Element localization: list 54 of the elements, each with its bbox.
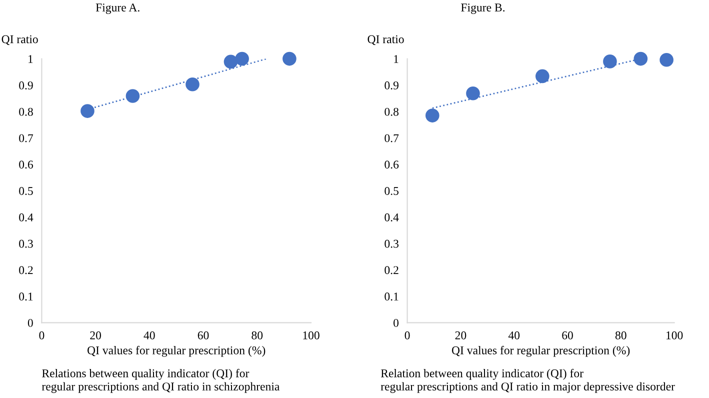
- point: [126, 89, 140, 103]
- y-tick-label: 0.2: [19, 266, 33, 274]
- chart-title: Figure A.: [96, 4, 140, 14]
- y-tick-label: 0.4: [19, 213, 34, 222]
- point: [425, 108, 440, 122]
- x-axis-title: QI values for regular prescription (%): [88, 346, 266, 357]
- y-tick-label: 0.8: [384, 108, 399, 116]
- point: [603, 54, 617, 68]
- point: [235, 52, 249, 66]
- y-tick-label: 0.1: [19, 292, 33, 301]
- y-tick-label: 0.6: [384, 160, 399, 169]
- x-tick-label: 40: [508, 331, 520, 340]
- x-tick-label: 0: [404, 331, 410, 340]
- x-tick-label: 20: [90, 331, 102, 340]
- y-tick-label: 0.3: [384, 240, 399, 248]
- x-tick-label: 0: [39, 331, 44, 340]
- point: [634, 52, 648, 66]
- y-tick-label: 1: [394, 55, 398, 63]
- y-axis-title: QI ratio: [368, 35, 404, 46]
- point: [535, 69, 550, 84]
- x-tick-label: 80: [252, 331, 263, 340]
- y-tick-label: 0.1: [384, 292, 398, 301]
- x-tick-label: 60: [562, 331, 573, 340]
- point: [224, 54, 238, 69]
- x-tick-label: 20: [455, 331, 466, 340]
- y-tick-label: 0.9: [384, 81, 398, 90]
- x-tick-label: 60: [198, 331, 209, 340]
- x-tick-label: 100: [666, 331, 683, 340]
- y-tick-label: 0.6: [19, 160, 34, 169]
- y-tick-label: 0.4: [384, 213, 399, 222]
- chart-title: Figure B.: [461, 4, 505, 14]
- y-tick-label: 1: [28, 55, 33, 63]
- text: Relation between quality indicator (QI) for regular prescriptions and QI ratio in major depressive disorder: [380, 368, 675, 393]
- point: [466, 86, 480, 100]
- y-tick-label: 0.5: [19, 186, 33, 196]
- y-tick-label: 0.7: [19, 134, 34, 142]
- x-tick-label: 80: [615, 331, 626, 340]
- y-axis-title: QI ratio: [2, 35, 38, 46]
- x-tick-label: 100: [303, 331, 320, 340]
- x-tick-label: 40: [144, 331, 155, 340]
- text: Relations between quality indicator (QI) for regular prescriptions and QI ratio in schizophrenia: [42, 368, 280, 393]
- point: [282, 52, 296, 66]
- y-tick-label: 0.2: [384, 266, 398, 274]
- y-tick-label: 0.3: [19, 240, 33, 248]
- y-tick-label: 0.9: [19, 81, 33, 90]
- y-tick-label: 0.8: [19, 108, 33, 116]
- point: [186, 77, 200, 92]
- x-axis-title: QI values for regular prescription (%): [452, 346, 630, 357]
- y-tick-label: 0.7: [384, 134, 399, 142]
- y-tick-label: 0: [28, 318, 33, 327]
- point: [80, 104, 94, 118]
- y-tick-label: 0.5: [384, 186, 399, 196]
- y-tick-label: 0: [394, 318, 399, 327]
- point: [660, 52, 674, 67]
